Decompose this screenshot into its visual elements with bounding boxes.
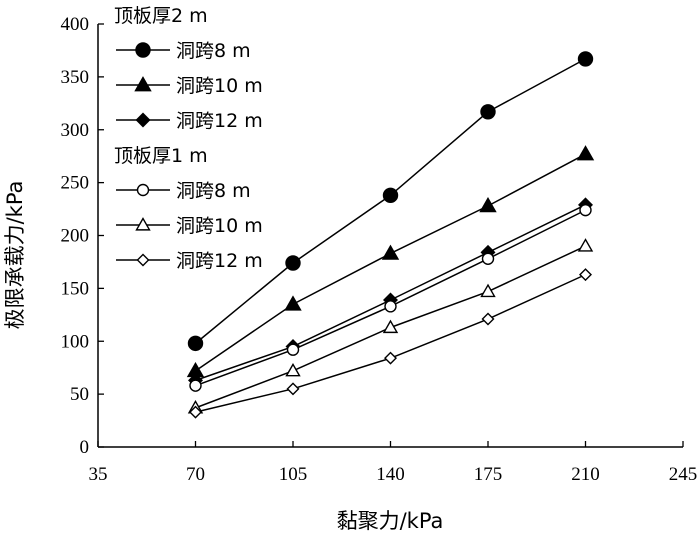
x-tick-label: 210 <box>571 464 600 485</box>
data-point-s3-3 <box>481 252 495 265</box>
legend-label: 洞跨10 m <box>176 215 263 237</box>
y-tick-label: 150 <box>61 278 90 299</box>
data-point-s5-0 <box>189 405 202 419</box>
data-point-s0-1 <box>285 255 301 271</box>
x-tick-label: 175 <box>474 464 503 485</box>
legend-marker <box>135 217 151 231</box>
x-tick-label: 140 <box>376 464 405 485</box>
data-point-s1-3 <box>479 196 497 213</box>
x-tick-label: 105 <box>279 464 308 485</box>
y-axis-title: 极限承载力/kPa <box>3 181 27 330</box>
series-markers <box>186 51 595 419</box>
data-point-s3-2 <box>384 300 397 313</box>
data-point-s0-4 <box>577 51 594 67</box>
legend-label: 洞跨12 m <box>176 110 263 132</box>
legend-label: 洞跨8 m <box>176 40 251 62</box>
data-point-s5-4 <box>579 268 592 282</box>
legend-marker <box>135 42 151 58</box>
legend-marker <box>136 183 150 197</box>
legend-label: 洞跨12 m <box>176 250 263 272</box>
data-point-s5-1 <box>286 382 300 396</box>
legend-marker <box>136 253 150 267</box>
data-point-s4-1 <box>285 362 301 377</box>
data-point-s5-3 <box>481 312 495 326</box>
legend: 顶板厚2 m 洞跨8 m 洞跨10 m 洞跨12 m 顶板厚1 m 洞跨8 m 洞跨10 m… <box>114 5 263 272</box>
data-point-s1-2 <box>381 244 400 260</box>
legend-group-title: 顶板厚1 m <box>114 145 208 167</box>
y-tick-label: 100 <box>61 331 90 352</box>
data-point-s3-1 <box>286 343 300 356</box>
data-point-s0-3 <box>480 104 496 120</box>
y-tick-label: 250 <box>61 173 90 194</box>
data-point-s4-2 <box>382 319 399 334</box>
data-point-s4-4 <box>577 238 594 252</box>
x-axis-title: 黏聚力/kPa <box>337 509 444 533</box>
legend-label: 洞跨10 m <box>176 75 263 97</box>
data-point-s4-3 <box>480 283 496 298</box>
legend-group-title: 顶板厚2 m <box>114 5 208 27</box>
y-tick-label: 0 <box>80 437 90 458</box>
y-tick-label: 400 <box>61 14 90 35</box>
x-tick-label: 35 <box>89 464 108 485</box>
y-tick-label: 350 <box>61 67 90 88</box>
legend-label: 洞跨8 m <box>176 180 251 202</box>
y-tick-label: 200 <box>61 226 90 247</box>
legend-marker <box>135 112 151 128</box>
x-tick-label: 245 <box>669 464 698 485</box>
data-point-s1-4 <box>576 145 595 161</box>
x-tick-label: 70 <box>186 464 205 485</box>
data-point-s3-0 <box>189 379 202 392</box>
legend-marker <box>134 76 152 92</box>
data-point-s1-1 <box>284 295 302 311</box>
data-point-s3-4 <box>579 203 592 217</box>
y-tick-label: 300 <box>61 120 90 141</box>
axes: 0 50 100 150 200 250 300 350 400 35 70 105 140 175 210… <box>61 14 698 485</box>
data-point-s0-2 <box>382 187 399 204</box>
data-point-s5-2 <box>384 351 397 365</box>
data-point-s0-0 <box>187 335 204 352</box>
y-tick-label: 50 <box>70 384 89 405</box>
